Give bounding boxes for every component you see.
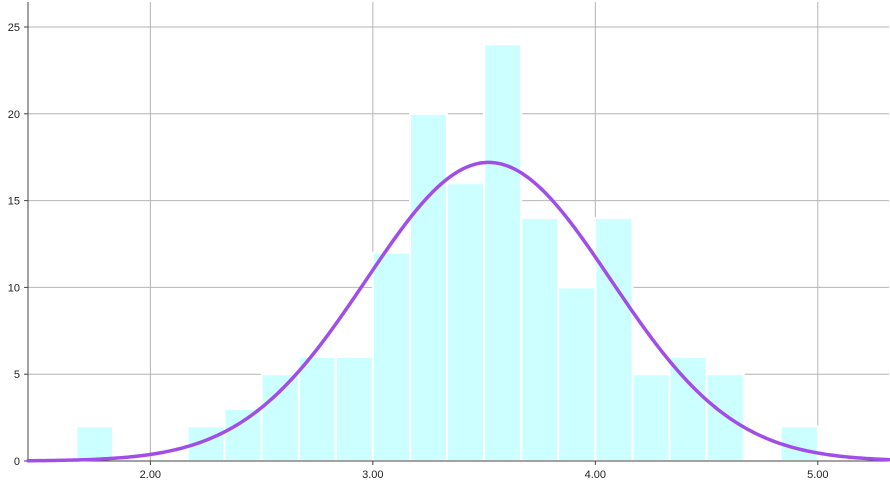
- histogram-bar: [557, 286, 597, 462]
- y-tick-label: 25: [8, 22, 20, 34]
- histogram-bars: [75, 43, 819, 463]
- histogram-bar: [445, 182, 486, 463]
- y-tick-label: 0: [14, 456, 20, 468]
- x-tick-label: 3.00: [362, 469, 383, 481]
- histogram-bar: [631, 373, 671, 463]
- histogram-bar: [297, 355, 337, 462]
- histogram-bar: [75, 425, 115, 462]
- x-tick-label: 2.00: [140, 469, 161, 481]
- y-tick-label: 15: [8, 196, 20, 208]
- histogram-bar: [520, 216, 560, 462]
- histogram-bar: [483, 43, 523, 463]
- axes: [24, 2, 889, 465]
- histogram-bar: [779, 425, 819, 462]
- histogram-bar: [705, 373, 745, 463]
- histogram-bar: [408, 112, 448, 463]
- histogram-bar: [260, 373, 300, 463]
- y-tick-label: 5: [14, 369, 20, 381]
- histogram-bar: [371, 251, 411, 462]
- x-tick-label: 4.00: [585, 469, 606, 481]
- y-tick-label: 10: [8, 282, 20, 294]
- x-tick-label: 5.00: [807, 469, 828, 481]
- normal-distribution-curve: [26, 160, 890, 463]
- histogram-bar: [594, 216, 634, 462]
- tick-labels: 0 5 10 15 20 25 2.00 3.00 4.00 5.00: [8, 22, 829, 481]
- y-tick-label: 20: [8, 109, 20, 121]
- histogram-bar: [668, 355, 708, 462]
- normal-curve: [26, 160, 890, 463]
- histogram-bar: [334, 355, 374, 462]
- histogram-bar: [223, 407, 263, 463]
